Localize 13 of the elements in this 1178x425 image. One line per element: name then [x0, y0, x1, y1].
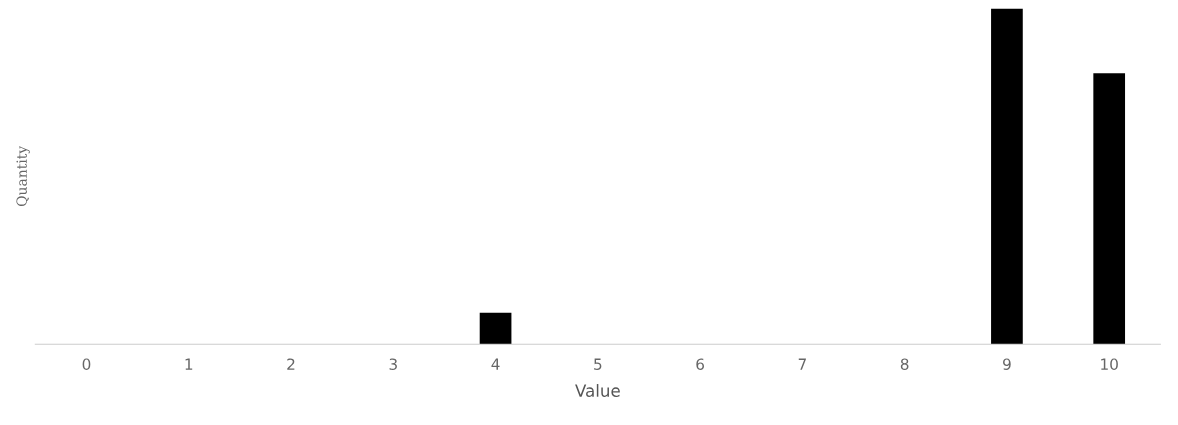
x-tick-label: 1 [185, 358, 193, 370]
x-tick-label: 4 [491, 358, 500, 370]
x-tick-label: 10 [1101, 358, 1118, 370]
x-axis-title: Value [575, 384, 620, 397]
x-tick-label: 9 [1003, 358, 1011, 370]
x-tick-label: 8 [900, 358, 909, 370]
x-tick-label: 2 [287, 358, 295, 370]
x-tick-label: 7 [798, 358, 806, 370]
x-tick-label: 5 [594, 358, 602, 370]
x-tick-label: 3 [389, 358, 397, 370]
y-axis-title: Quantity [16, 145, 30, 207]
x-tick-label: 6 [696, 358, 705, 370]
x-tick-label: 0 [82, 358, 91, 370]
